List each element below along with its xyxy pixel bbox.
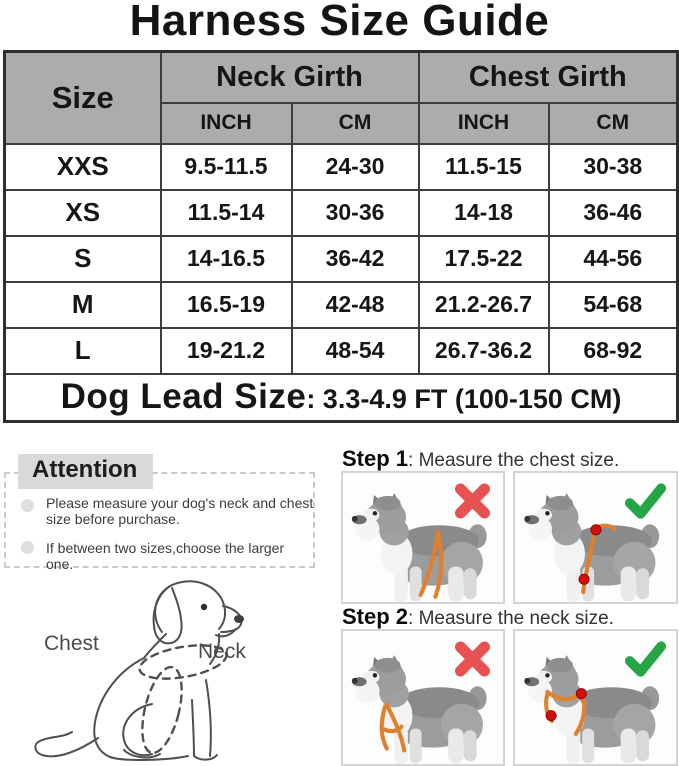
check-icon	[624, 641, 667, 677]
step-1-label: Step 1	[342, 446, 409, 471]
chest-inch-cell: 21.2-26.7	[417, 280, 550, 329]
dog-measure-diagram	[34, 580, 244, 761]
chest-girth-header: Chest Girth	[417, 50, 679, 104]
size-cell: M	[3, 280, 162, 329]
size-cell: XS	[3, 188, 162, 237]
neck-inch-cell: 11.5-14	[159, 188, 293, 237]
measure-point-dots	[545, 688, 587, 722]
neck-cm-cell: 24-30	[290, 142, 420, 191]
attention-bullet: Please measure your dog's neck and chest…	[46, 495, 314, 527]
step1-wrong-photo	[341, 471, 505, 604]
step-2-label: Step 2	[342, 604, 409, 629]
chest-inch-cell: 14-18	[417, 188, 550, 237]
lead-size-label: Dog Lead Size	[60, 377, 307, 417]
attention-bullet: If between two sizes,choose the larger o…	[46, 540, 285, 572]
neck-inch-cell: 9.5-11.5	[159, 142, 293, 191]
table-row: M 16.5-19 42-48 21.2-26.7 54-68	[3, 280, 679, 329]
lead-size-value: : 3.3-4.9 FT (100-150 CM)	[306, 384, 622, 415]
table-row: L 19-21.2 48-54 26.7-36.2 68-92	[3, 326, 679, 375]
loose-strap	[418, 529, 444, 599]
table-row: S 14-16.5 36-42 17.5-22 44-56	[3, 234, 679, 283]
bullet-dot-icon	[21, 499, 34, 512]
neck-inch-cell: 19-21.2	[159, 326, 293, 375]
measure-point-dots	[578, 524, 602, 585]
step-1-desc: : Measure the chest size.	[408, 450, 620, 471]
step-1-title: Step 1: Measure the chest size.	[342, 446, 619, 472]
attention-title: Attention	[18, 454, 154, 489]
step2-correct-photo	[513, 629, 678, 766]
neck-cm-cell: 48-54	[290, 326, 420, 375]
neck-cm-cell: 42-48	[290, 280, 420, 329]
neck-cm-cell: 36-42	[290, 234, 420, 283]
size-cell: L	[3, 326, 162, 375]
chest-inch-cell: 11.5-15	[417, 142, 550, 191]
chest-label: Chest	[44, 632, 99, 655]
cross-icon	[455, 483, 490, 519]
chest-measure-loop	[141, 665, 183, 755]
lead-size-row: Dog Lead Size: 3.3-4.9 FT (100-150 CM)	[3, 372, 679, 423]
chest-cm-cell: 44-56	[547, 234, 679, 283]
step1-correct-photo	[513, 471, 678, 604]
bullet-dot-icon	[21, 541, 34, 554]
table-row: XS 11.5-14 30-36 14-18 36-46	[3, 188, 679, 237]
neck-inch-header: INCH	[159, 101, 293, 145]
size-cell: XXS	[3, 142, 162, 191]
step2-wrong-photo	[341, 629, 505, 766]
size-column-header: Size	[3, 50, 162, 145]
check-icon	[624, 483, 667, 519]
step-2-title: Step 2: Measure the neck size.	[342, 604, 614, 630]
chest-cm-header: CM	[547, 101, 679, 145]
chest-cm-cell: 54-68	[547, 280, 679, 329]
table-row: XXS 9.5-11.5 24-30 11.5-15 30-38	[3, 142, 679, 191]
neck-label: Neck	[198, 640, 246, 663]
neck-cm-cell: 30-36	[290, 188, 420, 237]
neck-inch-cell: 16.5-19	[159, 280, 293, 329]
neck-measure-loop	[138, 644, 228, 680]
neck-inch-cell: 14-16.5	[159, 234, 293, 283]
lineart-dog-icon	[34, 580, 244, 761]
size-chart-table: Size Neck Girth Chest Girth INCH CM INCH…	[3, 50, 679, 423]
page-title: Harness Size Guide	[129, 0, 550, 45]
chest-inch-cell: 17.5-22	[417, 234, 550, 283]
chest-cm-cell: 36-46	[547, 188, 679, 237]
loose-neck-strap	[379, 702, 407, 753]
chest-inch-cell: 26.7-36.2	[417, 326, 550, 375]
neck-cm-header: CM	[290, 101, 420, 145]
cross-icon	[455, 641, 490, 677]
chest-cm-cell: 68-92	[547, 326, 679, 375]
size-cell: S	[3, 234, 162, 283]
chest-cm-cell: 30-38	[547, 142, 679, 191]
step-2-desc: : Measure the neck size.	[408, 608, 614, 629]
chest-inch-header: INCH	[417, 101, 550, 145]
neck-girth-header: Neck Girth	[159, 50, 420, 104]
